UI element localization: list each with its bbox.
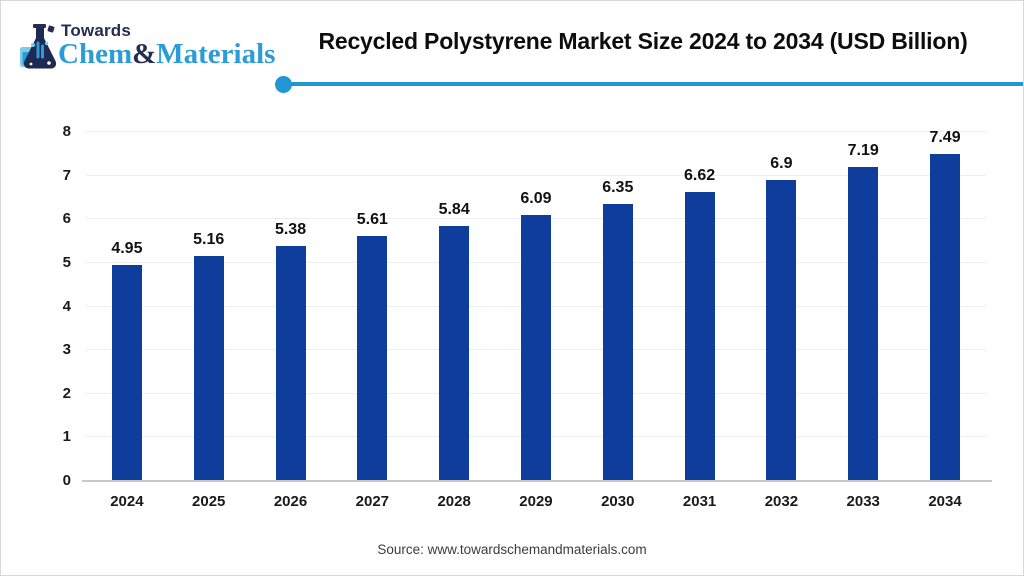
x-tick-label: 2034 (928, 493, 962, 510)
bar-value-label: 5.61 (356, 211, 388, 229)
bar (766, 180, 797, 481)
bar (848, 167, 879, 481)
bar (111, 265, 142, 481)
bar-value-label: 6.62 (684, 167, 716, 185)
bar (193, 255, 224, 481)
source-text: Source: www.towardschemandmaterials.com (377, 542, 647, 557)
y-tick-label: 1 (62, 428, 71, 446)
x-tick-label: 2033 (846, 493, 880, 510)
bar-value-label: 5.16 (193, 230, 225, 248)
bar-value-label: 6.35 (602, 178, 634, 196)
gridline (86, 174, 986, 176)
x-tick-label: 2031 (682, 493, 717, 510)
y-tick-label: 3 (62, 341, 71, 359)
y-tick-label: 2 (62, 384, 71, 402)
x-tick-label: 2025 (192, 493, 226, 510)
bar (275, 246, 306, 481)
x-tick-label: 2028 (437, 493, 471, 510)
x-tick-label: 2026 (273, 493, 308, 510)
bar (684, 192, 715, 481)
bar-value-label: 7.19 (847, 142, 879, 160)
logo-text-chem-materials: Chem&Materials (58, 38, 275, 71)
bar-column: 6.09 (495, 132, 577, 481)
bar-value-label: 4.95 (111, 240, 143, 258)
y-tick-label: 6 (62, 210, 71, 228)
gridline (86, 131, 986, 132)
bar-value-label: 6.09 (520, 190, 552, 208)
x-tick-label: 2032 (764, 493, 799, 510)
x-tick-label: 2024 (110, 493, 144, 510)
logo-text-towards: Towards (61, 21, 132, 40)
logo-text-amp: & (132, 38, 157, 70)
x-tick-label: 2030 (601, 493, 635, 510)
bar-column: 6.62 (659, 132, 741, 481)
y-tick-label: 4 (62, 297, 71, 315)
bar-column: 6.9 (741, 132, 823, 481)
bar (930, 154, 961, 481)
y-tick-label: 8 (62, 123, 71, 140)
bar (357, 236, 388, 481)
bar (602, 203, 633, 481)
bar-column: 5.38 (250, 132, 332, 481)
bar-column: 4.95 (86, 132, 168, 481)
bar-column: 5.61 (331, 132, 413, 481)
bar-column: 7.49 (904, 129, 986, 481)
chart-title: Recycled Polystyrene Market Size 2024 to… (318, 28, 968, 54)
bar (439, 226, 470, 481)
bar-column: 5.16 (168, 132, 250, 481)
bar-series: 4.95 5.16 5.38 5.61 5.84 6.09 6.35 6.62 6.9 7.19 7… (86, 129, 986, 481)
bar-column: 7.19 (822, 132, 904, 481)
x-tick-label: 2027 (355, 493, 390, 510)
bar (520, 215, 551, 481)
logo: Towards Chem&Materials (15, 17, 285, 77)
y-tick-label: 5 (62, 253, 71, 271)
logo-text-chem: Chem (58, 38, 133, 70)
plot-area: 4.95 5.16 5.38 5.61 5.84 6.09 6.35 6.62 6.9 7.19 7… (82, 129, 992, 482)
x-axis: 2024 2025 2026 2027 2028 2029 2030 2031 2032 2033… (86, 493, 986, 510)
y-tick-label: 7 (62, 166, 71, 184)
bar-column: 5.84 (413, 132, 495, 481)
x-axis-line (82, 480, 992, 482)
divider-line (284, 82, 1023, 86)
divider-dot (275, 76, 292, 93)
x-tick-label: 2029 (519, 493, 553, 510)
flask-icon (20, 24, 56, 69)
y-axis: 0 1 2 3 4 5 6 7 8 (31, 123, 71, 489)
bar-value-label: 6.9 (770, 155, 793, 172)
bar-column: 6.35 (577, 132, 659, 481)
bar-value-label: 7.49 (929, 129, 961, 147)
bar-value-label: 5.84 (438, 201, 470, 219)
y-tick-label: 0 (62, 472, 71, 489)
logo-text-materials: Materials (156, 38, 276, 70)
bar-value-label: 5.38 (274, 221, 307, 239)
